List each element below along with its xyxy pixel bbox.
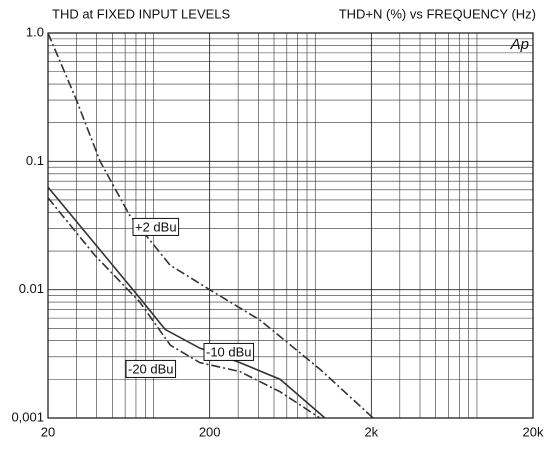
x-tick-label: 2k xyxy=(364,424,378,439)
chart-subtitle: THD+N (%) vs FREQUENCY (Hz) xyxy=(339,6,536,21)
chart-title: THD at FIXED INPUT LEVELS xyxy=(52,6,231,21)
y-tick-label: 0,001 xyxy=(11,409,44,424)
logo: Ap xyxy=(510,36,529,53)
series-label: +2 dBu xyxy=(135,219,177,234)
series-label: -10 dBu xyxy=(206,344,252,359)
y-tick-label: 0.01 xyxy=(19,281,44,296)
series-line xyxy=(47,32,374,419)
x-tick-label: 200 xyxy=(199,424,221,439)
y-tick-label: 0.1 xyxy=(26,153,44,168)
series-label-box xyxy=(203,342,255,361)
series-line xyxy=(47,197,321,419)
series-label-box xyxy=(132,217,180,236)
plot-frame xyxy=(47,32,534,419)
series-label: -20 dBu xyxy=(128,361,174,376)
series-label-box xyxy=(125,359,177,378)
y-tick-label: 1.0 xyxy=(26,24,44,39)
series-line xyxy=(47,186,326,419)
x-tick-label: 20 xyxy=(41,424,55,439)
x-tick-label: 20k xyxy=(523,424,544,439)
